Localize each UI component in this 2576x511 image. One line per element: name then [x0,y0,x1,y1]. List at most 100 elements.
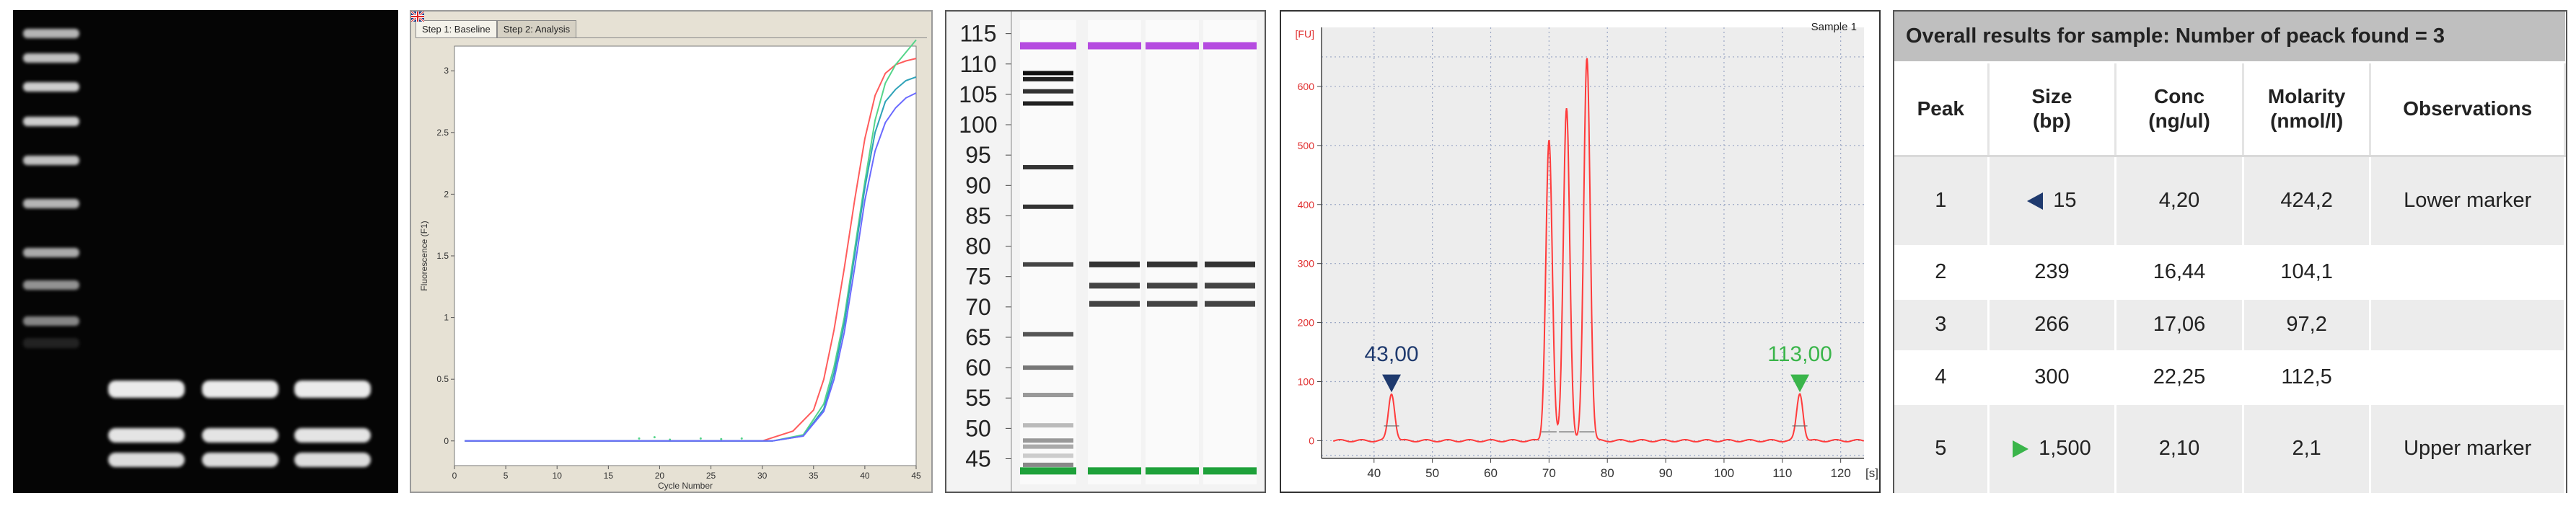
agarose-gel-image [13,10,398,493]
sample-band [294,428,371,443]
x-tick-label: 50 [1425,466,1439,480]
ladder-band [1023,262,1073,267]
baseline-noise-point [638,437,641,440]
sample-band [1089,301,1140,307]
sample-band [1205,301,1255,307]
upper-marker-band [1020,42,1076,50]
header-peak: Peak [1894,62,1990,157]
sample-lane [1203,20,1257,484]
cell-conc: 22,25 [2115,351,2244,405]
ladder-band [1023,204,1073,209]
header-conc: Conc (ng/ul) [2115,62,2244,157]
size-axis-label: 110 [959,51,996,77]
cell-conc: 17,06 [2115,298,2244,352]
size-axis-label: 95 [965,142,991,168]
x-unit-label: [s] [1865,466,1878,480]
table-row: 4 300 22,25 112,5 [1894,351,2566,405]
sample-band [108,381,185,398]
cell-observations: Upper marker [2370,404,2566,495]
ladder-band [1023,453,1073,458]
amplification-curve [465,58,917,442]
x-tick-label: 35 [809,471,819,481]
results-header-row: Peak Size (bp) Conc (ng/ul) Molarity (nmol/… [1894,62,2566,157]
table-row: 3 266 17,06 97,2 [1894,298,2566,352]
y-tick-label: 0.5 [436,374,449,384]
ladder-band [23,53,79,63]
uk-flag-icon[interactable] [411,12,424,22]
ladder-band [1023,101,1073,106]
x-tick-label: 80 [1601,466,1614,480]
sample-band [108,453,185,467]
header-size: Size (bp) [1988,62,2117,157]
plot-area [1322,27,1864,458]
lower-marker-band [1020,467,1076,475]
agarose-gel-svg [23,29,371,467]
sample-band [1147,283,1197,289]
tab-analysis[interactable]: Step 2: Analysis [496,20,577,37]
y-tick-label: 400 [1298,199,1315,210]
x-tick-label: 40 [860,471,870,481]
amplification-curve [465,92,917,442]
ladder-band [1023,89,1073,94]
electropherogram-plot: 40 50 60 70 80 90 100 110 120 0 100 200 300 400 500 600… [1296,21,1878,480]
header-molarity: Molarity (nmol/l) [2243,62,2372,157]
cell-size: 15 [1988,156,2117,247]
ladder-band [23,248,79,257]
y-tick-label: 200 [1298,317,1315,329]
x-tick-label: 25 [706,471,716,481]
amplification-plot: 0 5 10 15 20 25 30 35 40 45 0 0.5 1 1.5 2 2.5 3 Cycle Num… [419,39,921,491]
electropherogram: 40 50 60 70 80 90 100 110 120 0 100 200 300 400 500 600… [1280,10,1881,493]
x-tick-label: 10 [553,471,563,481]
cell-conc: 16,44 [2115,246,2244,300]
cell-molarity: 2,1 [2243,404,2372,495]
cell-molarity: 112,5 [2243,351,2372,405]
ladder-band [1023,332,1073,337]
lower-marker-icon [2027,192,2044,210]
size-axis-label: 90 [965,172,991,198]
results-title: Overall results for sample: Number of pe… [1894,12,2565,63]
cell-molarity: 104,1 [2243,246,2372,300]
sample-band [294,453,371,467]
x-tick-label: 100 [1714,466,1734,480]
y-tick-label: 0 [444,436,449,446]
x-tick-label: 40 [1367,466,1381,480]
upper-marker-band [1146,42,1199,50]
ladder-band [1023,365,1073,370]
lower-marker-triangle [1382,374,1402,393]
header-observations: Observations [2370,62,2566,157]
cell-molarity: 424,2 [2243,156,2372,247]
size-axis-label: 45 [965,446,991,472]
y-axis-label: Fluorescence (F1) [419,221,429,290]
x-tick-label: 0 [452,471,457,481]
upper-marker-band [1203,42,1257,50]
cell-conc: 2,10 [2115,404,2244,495]
cell-conc: 4,20 [2115,156,2244,247]
x-tick-label: 120 [1830,466,1850,480]
cell-peak: 3 [1894,298,1990,352]
y-unit-label: [FU] [1296,28,1314,40]
qpcr-tabbar: Step 1: Baseline Step 2: Analysis [416,16,577,37]
cell-peak: 4 [1894,351,1990,405]
y-tick-label: 0 [1309,435,1314,446]
baseline-noise-point [699,437,702,440]
sample-lane [1088,20,1141,484]
sample-band [1147,301,1197,307]
sample-band [1089,283,1140,289]
y-tick-label: 2.5 [436,128,449,138]
size-axis-label: 75 [965,264,991,290]
sample-band [108,428,185,443]
electropherogram-trace [1332,58,1864,443]
ladder-band [23,82,79,92]
ladder-band [1023,423,1073,428]
x-tick-label: 5 [504,471,509,481]
size-axis-label: 60 [965,355,991,381]
x-axis-label: Cycle Number [658,481,713,491]
lower-marker-band [1203,467,1257,475]
ladder-band [23,199,79,208]
cell-peak: 5 [1894,404,1990,495]
ladder-band [1023,76,1073,81]
x-tick-label: 110 [1772,466,1792,480]
tab-baseline[interactable]: Step 1: Baseline [416,20,497,37]
amplification-curve [465,39,917,442]
size-axis-label: 100 [959,112,997,138]
